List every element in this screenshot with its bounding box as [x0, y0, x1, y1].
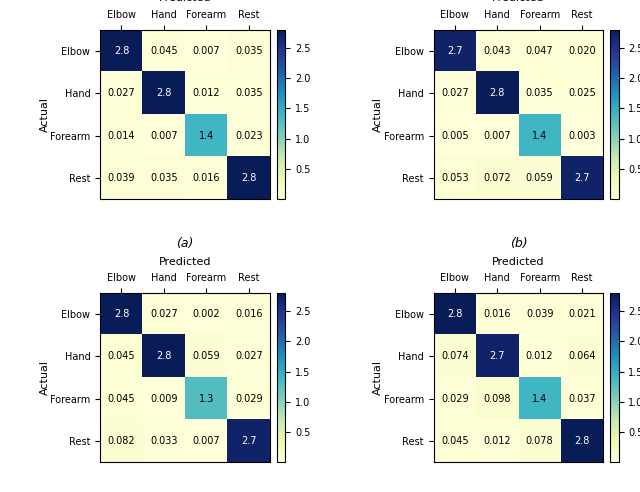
Text: 0.059: 0.059 [526, 173, 554, 183]
Text: 1.4: 1.4 [198, 131, 214, 141]
Text: 0.002: 0.002 [193, 309, 220, 319]
Text: 0.043: 0.043 [483, 46, 511, 56]
Text: 0.027: 0.027 [441, 88, 468, 98]
Text: 0.016: 0.016 [193, 173, 220, 183]
Text: (a): (a) [177, 237, 194, 249]
Text: 0.007: 0.007 [483, 131, 511, 141]
Text: 0.045: 0.045 [441, 436, 468, 446]
X-axis label: Predicted: Predicted [492, 257, 545, 267]
Text: 0.012: 0.012 [193, 88, 220, 98]
Text: 0.021: 0.021 [568, 309, 596, 319]
Text: 0.059: 0.059 [193, 351, 220, 361]
Text: 0.033: 0.033 [150, 436, 178, 446]
Text: 0.064: 0.064 [568, 351, 596, 361]
Text: 0.016: 0.016 [483, 309, 511, 319]
Text: 0.082: 0.082 [108, 436, 135, 446]
X-axis label: Predicted: Predicted [159, 0, 211, 3]
Text: 0.039: 0.039 [108, 173, 135, 183]
Text: 0.009: 0.009 [150, 394, 178, 404]
Text: 0.020: 0.020 [568, 46, 596, 56]
Text: 0.035: 0.035 [526, 88, 554, 98]
Text: 0.047: 0.047 [526, 46, 554, 56]
Text: 0.098: 0.098 [483, 394, 511, 404]
Text: 2.8: 2.8 [490, 88, 505, 98]
Text: 2.7: 2.7 [574, 173, 590, 183]
Text: 0.045: 0.045 [108, 394, 135, 404]
Text: 0.012: 0.012 [483, 436, 511, 446]
Text: 2.8: 2.8 [156, 88, 172, 98]
Text: 2.8: 2.8 [114, 46, 129, 56]
Y-axis label: Actual: Actual [373, 360, 383, 395]
Text: 0.007: 0.007 [193, 436, 220, 446]
Text: (b): (b) [509, 237, 527, 249]
Text: 0.078: 0.078 [526, 436, 554, 446]
Text: 2.7: 2.7 [241, 436, 257, 446]
Text: 0.025: 0.025 [568, 88, 596, 98]
Text: 0.029: 0.029 [441, 394, 468, 404]
Text: 2.8: 2.8 [447, 309, 463, 319]
Text: 1.4: 1.4 [532, 394, 547, 404]
Text: 0.072: 0.072 [483, 173, 511, 183]
Text: 1.4: 1.4 [532, 131, 547, 141]
Text: 0.007: 0.007 [193, 46, 220, 56]
Text: 2.8: 2.8 [156, 351, 172, 361]
Text: 1.3: 1.3 [198, 394, 214, 404]
Text: 0.035: 0.035 [150, 173, 178, 183]
Text: 0.027: 0.027 [235, 351, 262, 361]
Text: 0.014: 0.014 [108, 131, 135, 141]
Text: 2.8: 2.8 [241, 173, 257, 183]
Text: 0.027: 0.027 [108, 88, 135, 98]
Text: 0.007: 0.007 [150, 131, 178, 141]
X-axis label: Predicted: Predicted [492, 0, 545, 3]
Y-axis label: Actual: Actual [373, 97, 383, 132]
Text: 0.039: 0.039 [526, 309, 554, 319]
Text: 0.035: 0.035 [235, 46, 262, 56]
Text: 2.7: 2.7 [447, 46, 463, 56]
Text: 0.005: 0.005 [441, 131, 468, 141]
Text: 0.035: 0.035 [235, 88, 262, 98]
Text: 2.8: 2.8 [575, 436, 590, 446]
Text: 2.8: 2.8 [114, 309, 129, 319]
Text: 0.053: 0.053 [441, 173, 468, 183]
Y-axis label: Actual: Actual [40, 97, 50, 132]
X-axis label: Predicted: Predicted [159, 257, 211, 267]
Text: 0.045: 0.045 [150, 46, 178, 56]
Text: 0.074: 0.074 [441, 351, 468, 361]
Text: 0.029: 0.029 [235, 394, 262, 404]
Text: 0.003: 0.003 [568, 131, 596, 141]
Text: 0.027: 0.027 [150, 309, 178, 319]
Text: 2.7: 2.7 [490, 351, 505, 361]
Text: 0.016: 0.016 [235, 309, 262, 319]
Text: 0.012: 0.012 [526, 351, 554, 361]
Text: 0.023: 0.023 [235, 131, 262, 141]
Text: 0.045: 0.045 [108, 351, 135, 361]
Text: 0.037: 0.037 [568, 394, 596, 404]
Y-axis label: Actual: Actual [40, 360, 50, 395]
